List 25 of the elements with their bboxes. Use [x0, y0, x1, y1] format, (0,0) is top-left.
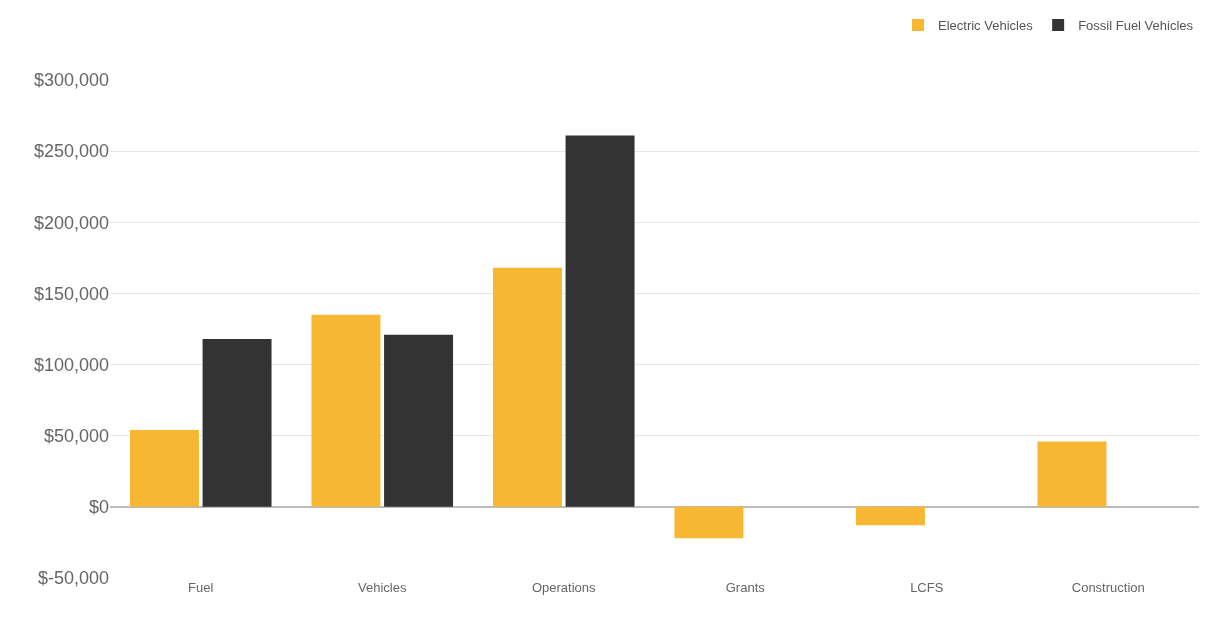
x-tick-label: Fuel	[188, 580, 214, 595]
bar	[492, 267, 562, 507]
bar	[202, 338, 272, 507]
bar	[311, 314, 381, 507]
y-tick-label: $100,000	[33, 354, 109, 375]
x-tick-label: Construction	[1071, 580, 1145, 595]
y-tick-label: $200,000	[33, 212, 109, 233]
bar	[129, 430, 199, 507]
y-tick-label: $250,000	[33, 141, 109, 162]
bar	[674, 506, 744, 539]
bar	[384, 334, 454, 507]
x-tick-label: Operations	[531, 580, 597, 595]
x-tick-label: Grants	[725, 580, 766, 595]
legend-label: Electric Vehicles	[938, 18, 1034, 34]
y-tick-label: $50,000	[43, 426, 109, 447]
y-tick-label: $300,000	[33, 70, 109, 91]
y-tick-label: $0	[88, 497, 109, 518]
x-tick-label: LCFS	[910, 580, 944, 595]
legend-label: Fossil Fuel Vehicles	[1078, 18, 1194, 34]
y-tick-label: $-50,000	[37, 568, 109, 589]
bar	[855, 506, 925, 526]
bar	[565, 135, 635, 507]
bar	[1037, 441, 1107, 507]
x-tick-label: Vehicles	[358, 580, 407, 595]
y-tick-label: $150,000	[33, 283, 109, 304]
